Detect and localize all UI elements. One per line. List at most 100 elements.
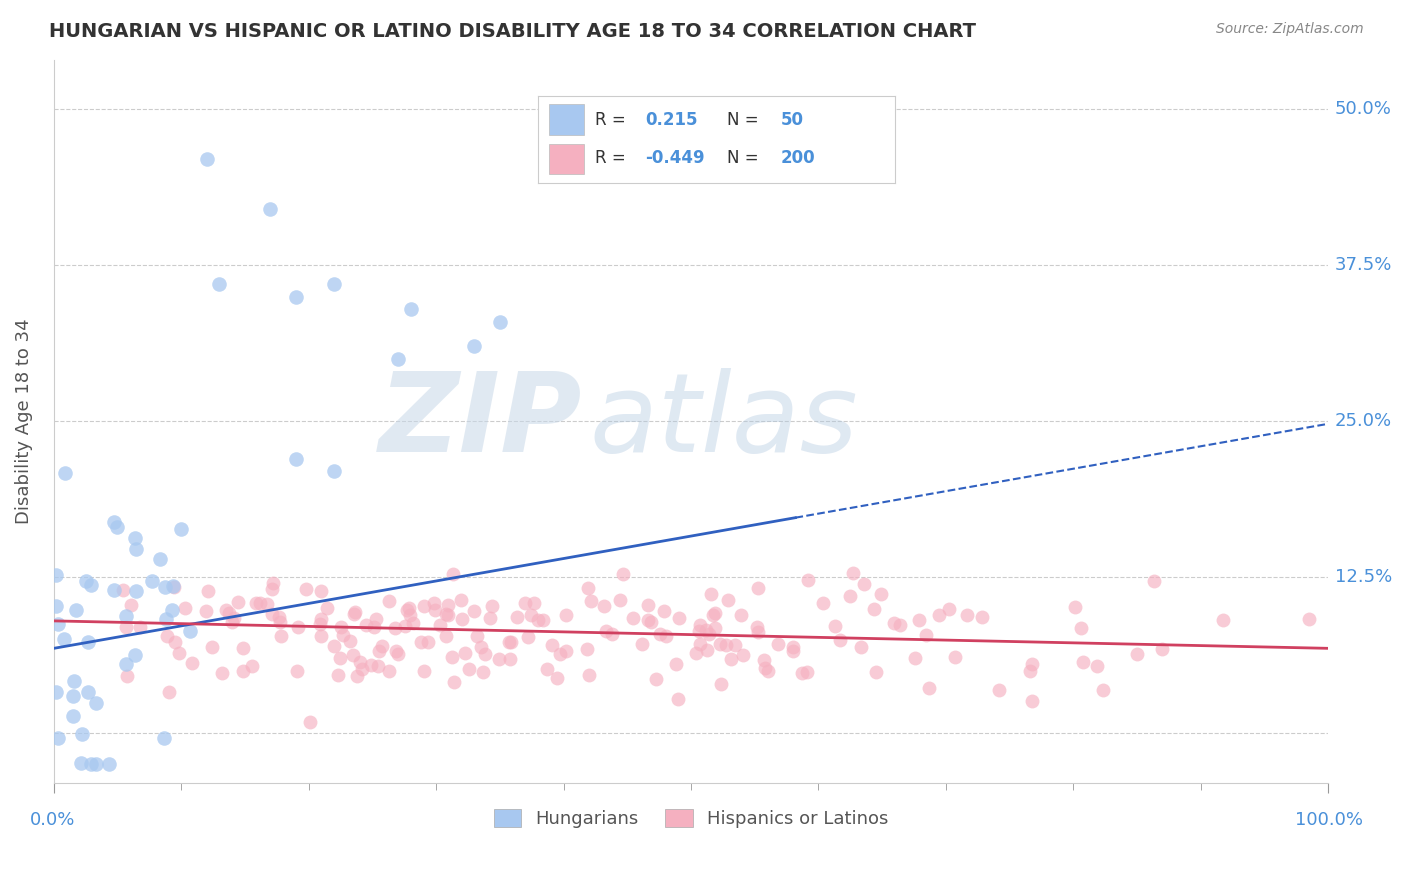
Point bbox=[637, 598, 659, 612]
Point bbox=[65, 602, 87, 616]
Point bbox=[441, 567, 464, 582]
Point bbox=[523, 596, 546, 610]
Point bbox=[157, 684, 180, 698]
Point bbox=[865, 665, 887, 679]
Text: atlas: atlas bbox=[589, 368, 858, 475]
Point bbox=[103, 515, 125, 529]
Point bbox=[115, 668, 138, 682]
Point bbox=[474, 648, 496, 662]
Point bbox=[115, 657, 138, 671]
Point bbox=[434, 628, 457, 642]
Point bbox=[689, 637, 711, 651]
Text: 0.0%: 0.0% bbox=[30, 811, 76, 829]
Point bbox=[731, 648, 754, 662]
Point bbox=[463, 604, 485, 618]
Point bbox=[1021, 657, 1043, 671]
Point bbox=[1152, 642, 1174, 657]
Point bbox=[262, 575, 284, 590]
Point bbox=[194, 604, 217, 618]
Point bbox=[394, 618, 416, 632]
Point bbox=[75, 574, 97, 589]
Point bbox=[600, 627, 623, 641]
Point bbox=[754, 653, 776, 667]
Point bbox=[720, 652, 742, 666]
Point bbox=[367, 659, 389, 673]
Point bbox=[242, 659, 264, 673]
Point bbox=[215, 603, 238, 617]
Point bbox=[149, 551, 172, 566]
Point bbox=[114, 620, 136, 634]
Point bbox=[631, 637, 654, 651]
Text: 12.5%: 12.5% bbox=[1334, 568, 1392, 586]
Point bbox=[907, 613, 929, 627]
Point bbox=[436, 598, 458, 612]
Point bbox=[112, 583, 135, 598]
Point bbox=[413, 599, 436, 614]
Point bbox=[918, 681, 941, 695]
Point bbox=[360, 657, 382, 672]
Point bbox=[709, 637, 731, 651]
Point bbox=[160, 603, 183, 617]
Point bbox=[409, 634, 432, 648]
Point bbox=[284, 290, 307, 304]
Point bbox=[579, 594, 602, 608]
Point bbox=[938, 601, 960, 615]
Point bbox=[162, 580, 184, 594]
Point bbox=[811, 596, 834, 610]
Point bbox=[156, 629, 179, 643]
Point bbox=[988, 682, 1011, 697]
Point bbox=[849, 640, 872, 654]
Point bbox=[696, 643, 718, 657]
Point bbox=[478, 610, 501, 624]
Point bbox=[1143, 574, 1166, 589]
Point bbox=[450, 593, 472, 607]
Point bbox=[703, 622, 725, 636]
Point bbox=[416, 634, 439, 648]
Point bbox=[155, 611, 177, 625]
Point bbox=[488, 652, 510, 666]
Point bbox=[824, 619, 846, 633]
Point bbox=[555, 607, 578, 622]
Point bbox=[167, 647, 190, 661]
Point bbox=[481, 599, 503, 613]
Point bbox=[531, 613, 554, 627]
Point bbox=[232, 665, 254, 679]
Point bbox=[84, 696, 107, 710]
Point bbox=[153, 731, 176, 746]
Point bbox=[768, 637, 790, 651]
Point bbox=[655, 629, 678, 643]
Point bbox=[114, 609, 136, 624]
Point bbox=[378, 594, 401, 608]
Point bbox=[870, 587, 893, 601]
Point bbox=[717, 593, 740, 607]
Point bbox=[915, 628, 938, 642]
Point bbox=[349, 655, 371, 669]
Point bbox=[309, 584, 332, 599]
Point bbox=[756, 664, 779, 678]
Point bbox=[170, 523, 193, 537]
Point bbox=[1021, 694, 1043, 708]
Point bbox=[315, 600, 337, 615]
Text: Source: ZipAtlas.com: Source: ZipAtlas.com bbox=[1216, 22, 1364, 37]
Point bbox=[249, 596, 271, 610]
Point bbox=[506, 610, 529, 624]
Point bbox=[621, 610, 644, 624]
Point bbox=[640, 615, 662, 629]
Point bbox=[1085, 658, 1108, 673]
Point bbox=[697, 627, 720, 641]
Point bbox=[367, 643, 389, 657]
Point bbox=[45, 567, 67, 582]
Point bbox=[1212, 614, 1234, 628]
Point bbox=[384, 622, 406, 636]
Point bbox=[724, 638, 747, 652]
Point bbox=[972, 610, 994, 624]
Point bbox=[385, 644, 408, 658]
Point bbox=[173, 600, 195, 615]
Point bbox=[792, 666, 814, 681]
Text: 50.0%: 50.0% bbox=[1334, 101, 1392, 119]
Point bbox=[259, 202, 281, 217]
Point bbox=[46, 617, 69, 632]
Point bbox=[245, 596, 267, 610]
Point bbox=[79, 757, 101, 772]
Point bbox=[260, 582, 283, 597]
